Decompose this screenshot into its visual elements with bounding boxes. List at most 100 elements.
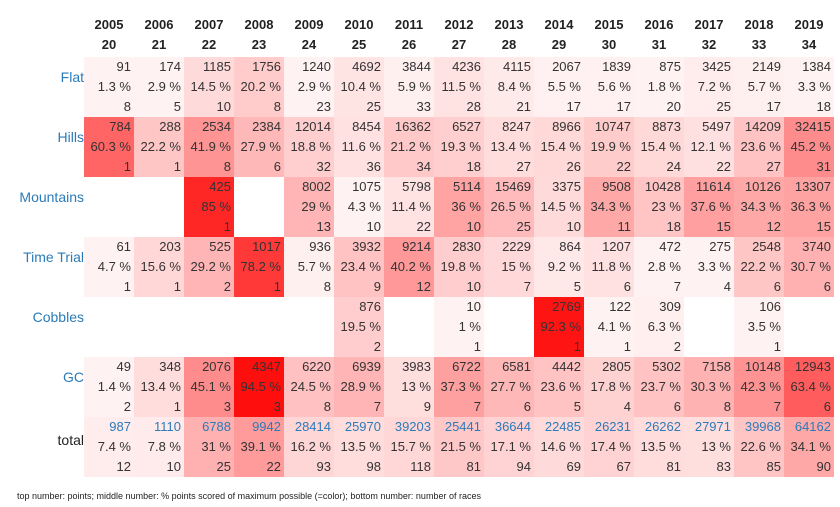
cell-points: 10148 [744, 359, 781, 374]
row-label-time-trial[interactable]: Time Trial [23, 249, 84, 265]
table-cell: 1756 20.2 % 8 [234, 57, 284, 117]
cell-points: 10428 [644, 179, 681, 194]
cell-percent: 5.7 % [747, 79, 781, 94]
cell-percent: 6.3 % [647, 319, 681, 334]
table-cell: 3425 7.2 % 25 [684, 57, 734, 117]
cell-races: 8 [323, 399, 331, 414]
cell-points[interactable]: 987 [109, 419, 131, 434]
cell-percent: 37.3 % [440, 379, 481, 394]
cell-points[interactable]: 28414 [294, 419, 331, 434]
cell-races: 1 [173, 399, 181, 414]
table-cell: 1110 7.8 % 10 [134, 417, 184, 477]
cell-points[interactable]: 26262 [644, 419, 681, 434]
cell-points: 6722 [452, 359, 481, 374]
cell-percent: 5.7 % [297, 259, 331, 274]
table-cell: 4115 8.4 % 21 [484, 57, 534, 117]
row-label-flat[interactable]: Flat [60, 69, 84, 85]
cell-percent: 29 % [301, 199, 331, 214]
cell-races: 22 [616, 159, 631, 174]
cell-points[interactable]: 26231 [594, 419, 631, 434]
table-cell: 6581 27.7 % 6 [484, 357, 534, 417]
row-label-hills[interactable]: Hills [57, 129, 84, 145]
cell-points: 12943 [794, 359, 831, 374]
cell-percent: 41.9 % [190, 139, 231, 154]
table-cell: 5302 23.7 % 6 [634, 357, 684, 417]
cell-percent: 28.9 % [340, 379, 381, 394]
cell-points: 2805 [602, 359, 631, 374]
edition-number: 30 [601, 37, 617, 52]
table-cell: 2805 17.8 % 4 [584, 357, 634, 417]
table-cell: 8966 15.4 % 26 [534, 117, 584, 177]
edition-number: 21 [151, 37, 167, 52]
cell-percent: 40.2 % [390, 259, 431, 274]
table-cell: 9508 34.3 % 11 [584, 177, 634, 237]
cell-points: 106 [759, 299, 781, 314]
cell-percent: 30.3 % [690, 379, 731, 394]
row-label-gc[interactable]: GC [63, 369, 84, 385]
cell-percent: 2.9 % [147, 79, 181, 94]
table-cell: 32415 45.2 % 31 [784, 117, 834, 177]
table-cell: 1240 2.9 % 23 [284, 57, 334, 117]
cell-races: 69 [566, 459, 581, 474]
cell-points: 10 [466, 299, 481, 314]
cell-races: 12 [766, 219, 781, 234]
cell-points: 3740 [802, 239, 831, 254]
cell-points[interactable]: 22485 [544, 419, 581, 434]
cell-points[interactable]: 6788 [202, 419, 231, 434]
cell-points[interactable]: 25441 [444, 419, 481, 434]
cell-percent: 3.3 % [697, 259, 731, 274]
year-header: 2014 29 [534, 15, 584, 55]
cell-percent: 15.7 % [390, 439, 431, 454]
table-cell: 4692 10.4 % 25 [334, 57, 384, 117]
cell-points: 472 [659, 239, 681, 254]
cell-races: 7 [773, 399, 781, 414]
cell-races: 1 [223, 219, 231, 234]
cell-percent: 23.4 % [340, 259, 381, 274]
cell-points[interactable]: 9942 [252, 419, 281, 434]
cell-races: 25 [716, 99, 731, 114]
cell-points: 7158 [702, 359, 731, 374]
table-cell: 936 5.7 % 8 [284, 237, 334, 297]
cell-races: 8 [123, 99, 131, 114]
cell-points[interactable]: 1110 [154, 419, 181, 434]
cell-points: 2830 [452, 239, 481, 254]
cell-races: 18 [816, 99, 831, 114]
cell-races: 23 [316, 99, 331, 114]
cell-points: 5497 [702, 119, 731, 134]
cell-points: 4442 [552, 359, 581, 374]
cell-races: 2 [673, 339, 681, 354]
cell-points[interactable]: 39968 [744, 419, 781, 434]
cell-points: 6939 [352, 359, 381, 374]
cell-percent: 29.2 % [190, 259, 231, 274]
cell-percent: 94.5 % [240, 379, 281, 394]
table-cell: 25441 21.5 % 81 [434, 417, 484, 477]
row-label-cobbles[interactable]: Cobbles [32, 309, 84, 325]
cell-points[interactable]: 36644 [494, 419, 531, 434]
year-header: 2010 25 [334, 15, 384, 55]
cell-points: 6527 [452, 119, 481, 134]
table-cell: 15469 26.5 % 25 [484, 177, 534, 237]
row-label-mountains[interactable]: Mountains [19, 189, 84, 205]
year-header: 2017 32 [684, 15, 734, 55]
cell-percent: 34.1 % [790, 439, 831, 454]
table-cell: 5114 36 % 10 [434, 177, 484, 237]
cell-percent: 1.4 % [97, 379, 131, 394]
cell-points[interactable]: 27971 [694, 419, 731, 434]
cell-races: 12 [416, 279, 431, 294]
year-header: 2018 33 [734, 15, 784, 55]
cell-percent: 34.3 % [740, 199, 781, 214]
table-cell: 2769 92.3 % 1 [534, 297, 584, 357]
cell-points[interactable]: 39203 [394, 419, 431, 434]
cell-percent: 11.4 % [391, 199, 431, 214]
cell-points[interactable]: 25970 [344, 419, 381, 434]
cell-points[interactable]: 64162 [794, 419, 831, 434]
cell-races: 31 [816, 159, 831, 174]
year-header: 2012 27 [434, 15, 484, 55]
cell-percent: 1 % [458, 319, 481, 334]
cell-races: 27 [516, 159, 531, 174]
cell-races: 4 [723, 279, 731, 294]
year-label: 2018 [744, 17, 774, 32]
cell-races: 94 [516, 459, 531, 474]
cell-races: 4 [623, 399, 631, 414]
cell-races: 10 [366, 219, 381, 234]
